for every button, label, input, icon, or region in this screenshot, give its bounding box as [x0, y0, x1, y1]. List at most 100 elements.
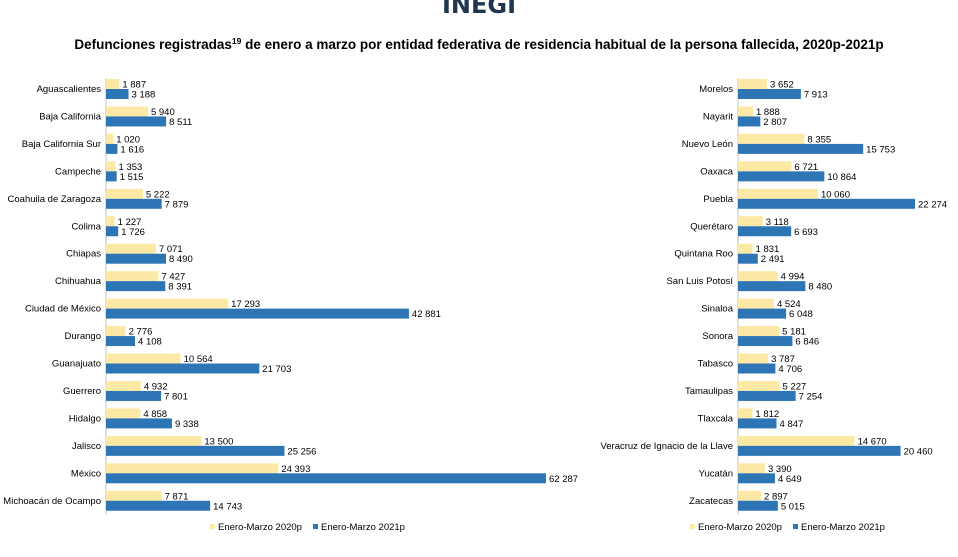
- bar-2021p: [738, 198, 915, 209]
- bar-2020p: [738, 408, 753, 419]
- value-label-2020p: 3 118: [766, 217, 789, 228]
- bar-2021p: [738, 390, 796, 401]
- bar-2020p: [738, 271, 778, 282]
- value-label-2021p: 1 616: [120, 144, 144, 155]
- category-label: Hidalgo: [69, 413, 101, 424]
- category-label: Oaxaca: [700, 166, 733, 177]
- category-label: Ciudad de México: [25, 304, 101, 315]
- value-label-2020p: 1 227: [118, 217, 142, 228]
- bar-2020p: [738, 298, 774, 309]
- value-label-2021p: 25 256: [287, 446, 316, 457]
- bar-2020p: [106, 188, 143, 199]
- bar-2021p: [738, 363, 776, 374]
- category-label: Baja California: [39, 111, 101, 122]
- category-label: Baja California Sur: [22, 139, 101, 150]
- inegi-logo: INEGI: [441, 0, 517, 19]
- value-label-2021p: 4 108: [138, 337, 162, 348]
- value-label-2021p: 8 490: [169, 254, 193, 265]
- value-label-2020p: 5 181: [782, 327, 806, 338]
- bar-2020p: [106, 490, 162, 501]
- bar-2020p: [106, 133, 114, 144]
- bar-2020p: [106, 408, 141, 419]
- value-label-2020p: 6 721: [794, 162, 818, 173]
- value-label-2020p: 3 652: [770, 80, 794, 91]
- value-label-2020p: 3 390: [768, 464, 792, 475]
- bar-2020p: [106, 161, 116, 172]
- value-label-2021p: 7 913: [804, 90, 828, 101]
- category-label: Colima: [71, 221, 101, 232]
- value-label-2021p: 5 015: [781, 501, 805, 512]
- category-label: Jalisco: [72, 441, 101, 452]
- value-label-2020p: 1 887: [122, 80, 146, 91]
- value-label-2021p: 2 807: [763, 117, 787, 128]
- value-label-2021p: 6 048: [789, 309, 813, 320]
- bar-2020p: [738, 243, 753, 254]
- bar-2021p: [106, 226, 119, 237]
- value-label-2021p: 7 801: [164, 391, 188, 402]
- bar-2021p: [106, 171, 117, 182]
- legend-label-2021p: Enero-Marzo 2021p: [801, 522, 885, 533]
- title-footnote-ref: 19: [231, 36, 242, 46]
- bar-2021p: [106, 308, 409, 319]
- bar-2021p: [738, 171, 825, 182]
- bar-2021p: [738, 281, 806, 292]
- category-label: Sinaloa: [701, 304, 733, 315]
- value-label-2021p: 1 515: [120, 172, 144, 183]
- value-label-2021p: 4 706: [778, 364, 802, 375]
- category-label: Veracruz de Ignacio de la Llave: [600, 441, 733, 452]
- bar-2021p: [738, 336, 793, 347]
- value-label-2020p: 2 776: [129, 327, 153, 338]
- bar-2021p: [106, 198, 162, 209]
- category-label: Coahuila de Zaragoza: [8, 194, 102, 205]
- value-label-2020p: 2 897: [764, 491, 788, 502]
- value-label-2020p: 1 020: [116, 134, 140, 145]
- bar-2021p: [106, 445, 285, 456]
- bar-2021p: [106, 253, 166, 264]
- bar-2021p: [106, 336, 136, 347]
- category-label: Zacatecas: [689, 496, 733, 507]
- bar-2020p: [738, 79, 768, 89]
- bar-2021p: [738, 445, 901, 456]
- value-label-2020p: 4 858: [143, 409, 167, 420]
- value-label-2021p: 62 287: [549, 474, 578, 485]
- bar-2021p: [106, 143, 118, 154]
- bar-2020p: [738, 435, 855, 446]
- bar-2020p: [738, 326, 780, 337]
- category-label: Durango: [65, 331, 101, 342]
- legend-swatch-2021p: [793, 524, 798, 529]
- category-label: México: [71, 468, 101, 479]
- value-label-2020p: 10 564: [184, 354, 213, 365]
- category-label: Sonora: [702, 331, 733, 342]
- bar-2021p: [106, 89, 129, 99]
- category-label: Campeche: [55, 166, 101, 177]
- value-label-2020p: 1 831: [756, 244, 780, 255]
- bar-2021p: [738, 418, 777, 429]
- legend-label-2020p: Enero-Marzo 2020p: [218, 522, 302, 533]
- bar-2020p: [738, 490, 762, 501]
- bar-2021p: [738, 473, 775, 484]
- bar-2020p: [106, 380, 141, 391]
- value-label-2020p: 24 393: [281, 464, 310, 475]
- category-label: Chihuahua: [55, 276, 102, 287]
- legend-swatch-2020p: [690, 524, 695, 529]
- value-label-2021p: 7 879: [165, 199, 189, 210]
- value-label-2021p: 22 274: [918, 199, 947, 210]
- value-label-2021p: 8 480: [808, 282, 832, 293]
- bar-2021p: [738, 143, 864, 154]
- bar-2020p: [738, 353, 769, 364]
- category-label: Nayarit: [703, 111, 733, 122]
- category-label: Yucatán: [699, 468, 733, 479]
- category-label: Querétaro: [690, 221, 733, 232]
- value-label-2020p: 8 355: [807, 134, 831, 145]
- value-label-2021p: 42 881: [412, 309, 441, 320]
- value-label-2020p: 14 670: [858, 436, 887, 447]
- bar-2021p: [738, 89, 801, 99]
- value-label-2021p: 14 743: [213, 501, 242, 512]
- bar-2020p: [106, 106, 148, 117]
- value-label-2021p: 1 726: [121, 227, 145, 238]
- value-label-2020p: 7 427: [161, 272, 185, 283]
- bar-2021p: [738, 253, 758, 264]
- bar-2021p: [106, 390, 162, 401]
- bar-2020p: [106, 79, 120, 89]
